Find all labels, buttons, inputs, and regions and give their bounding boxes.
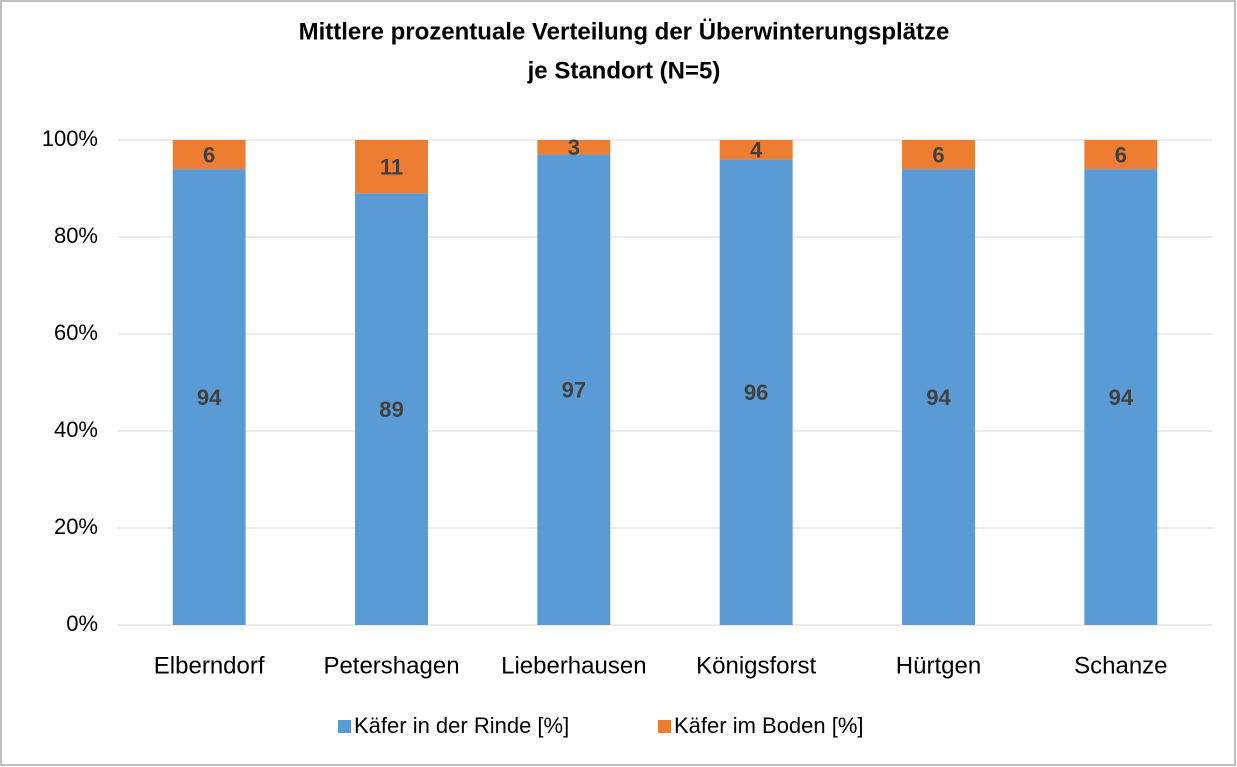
bar-segment — [537, 140, 611, 155]
data-label: 97 — [562, 378, 586, 403]
bar-segment — [172, 140, 246, 170]
x-tick-label: Schanze — [1074, 652, 1167, 679]
y-tick-label: 100% — [42, 126, 98, 151]
bar-segment — [172, 169, 246, 625]
legend-label: Käfer im Boden [%] — [674, 713, 864, 738]
x-tick-label: Petershagen — [323, 652, 459, 679]
data-label: 6 — [932, 142, 944, 167]
y-tick-label: 40% — [54, 417, 98, 442]
data-label: 6 — [203, 142, 215, 167]
bar-segment — [1084, 140, 1158, 170]
data-label: 4 — [750, 138, 763, 163]
bar-segment — [355, 193, 428, 625]
data-label: 11 — [380, 154, 403, 179]
data-label: 6 — [1115, 142, 1127, 167]
data-label: 94 — [197, 385, 222, 410]
bar-segment — [537, 154, 611, 626]
data-label: 89 — [379, 397, 403, 422]
y-tick-label: 0% — [66, 611, 98, 636]
data-label: 94 — [1109, 385, 1134, 410]
bar-segment — [719, 159, 793, 625]
bar-segment — [1084, 169, 1158, 625]
data-label: 3 — [568, 135, 580, 160]
bar-segment — [902, 140, 975, 170]
legend-swatch — [658, 720, 671, 733]
chart-title: je Standort (N=5) — [527, 57, 721, 84]
chart-title: Mittlere prozentuale Verteilung der Über… — [299, 18, 950, 45]
y-tick-label: 20% — [54, 514, 98, 539]
legend-label: Käfer in der Rinde [%] — [354, 713, 569, 738]
bar-segment — [355, 140, 428, 194]
x-tick-label: Elberndorf — [154, 652, 265, 679]
x-tick-label: Königsforst — [696, 652, 816, 679]
y-tick-label: 80% — [54, 223, 98, 248]
x-tick-label: Lieberhausen — [501, 652, 646, 679]
data-label: 96 — [744, 380, 768, 405]
bar-segment — [719, 140, 793, 160]
bar-segment — [902, 169, 975, 625]
y-tick-label: 60% — [54, 320, 98, 345]
x-tick-label: Hürtgen — [896, 652, 981, 679]
data-label: 94 — [926, 385, 951, 410]
legend-swatch — [338, 720, 351, 733]
